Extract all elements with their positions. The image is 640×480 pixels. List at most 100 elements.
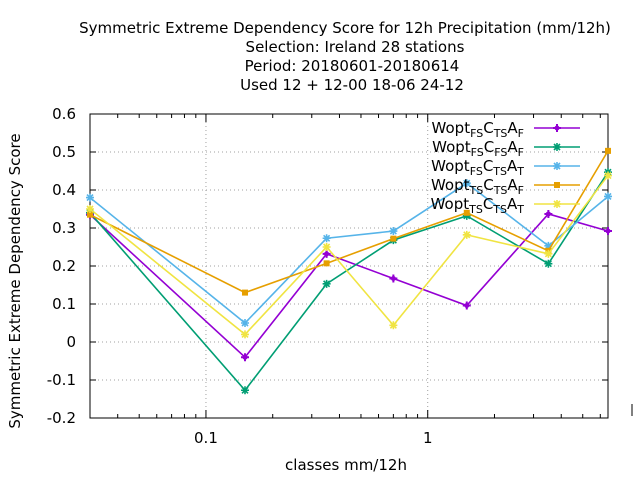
data-point [322, 279, 331, 288]
point-dot [555, 202, 559, 206]
legend-label-subscript: FS [494, 146, 507, 159]
data-point [323, 260, 330, 267]
point-dot [554, 125, 560, 131]
point-dot [606, 194, 610, 199]
y-tick-label: 0.5 [52, 143, 76, 161]
legend-label-text: Wopt [431, 176, 470, 194]
legend-label: WoptTSCTSAT [431, 195, 525, 216]
x-tick-label: 1 [423, 429, 433, 447]
series-1 [86, 209, 612, 362]
data-point [322, 243, 331, 251]
point-square [242, 289, 249, 296]
axes: 0.6 0.5 0.4 0.3 0.2 0.1 0 -0.1 -0.2 0.1 1 [47, 105, 633, 447]
point-dot [242, 354, 248, 360]
grid [90, 114, 608, 418]
legend-label-text: C [484, 138, 494, 156]
y-tick-label: 0.4 [52, 181, 76, 199]
legend-item-1: WoptFSCTSAF [432, 119, 580, 140]
point-square [87, 211, 93, 218]
data-point [553, 124, 561, 132]
legend-label-subscript: TS [492, 165, 507, 178]
data-point [462, 301, 471, 310]
point-dot [243, 388, 248, 393]
point-dot [546, 243, 551, 248]
data-point [389, 321, 398, 330]
data-point [604, 171, 612, 180]
y-tick-label: 0.3 [52, 219, 76, 237]
data-point [86, 193, 94, 202]
legend-label-text: Wopt [431, 157, 470, 175]
y-tick-label: 0.6 [52, 105, 76, 123]
legend-label-subscript: F [518, 184, 524, 197]
data-point [544, 241, 553, 250]
legend-label-subscript: FS [470, 165, 483, 178]
data-point [86, 205, 94, 213]
point-dot [464, 232, 469, 237]
data-point [322, 234, 331, 243]
legend-label-subscript: TS [468, 203, 483, 216]
legend-label-text: C [483, 176, 493, 194]
y-tick-label: -0.1 [47, 371, 76, 389]
legend-label-text: Wopt [431, 195, 470, 213]
point-square [554, 182, 560, 188]
title-line-4: Used 12 + 12-00 18-06 24-12 [240, 76, 464, 94]
y-tick-label: 0 [66, 333, 76, 351]
legend-label-subscript: TS [493, 184, 508, 197]
legend-label-text: A [507, 119, 518, 137]
data-point [553, 200, 561, 208]
data-point [544, 249, 553, 258]
y-axis-label: Symmetric Extreme Dependency Score [6, 133, 24, 428]
legend-label-subscript: FS [470, 127, 483, 140]
point-dot [605, 228, 611, 234]
point-dot [243, 321, 248, 325]
legend-label-text: C [483, 195, 493, 213]
legend-item-3: WoptFSCTSAT [431, 157, 580, 178]
legend-label-subscript: TS [469, 184, 484, 197]
x-tick-label: 0.1 [194, 429, 218, 447]
legend-label-text: Wopt [432, 119, 471, 137]
point-dot [243, 332, 248, 337]
data-point [87, 211, 93, 218]
legend-item-5: WoptTSCTSAT [431, 195, 580, 216]
legend-label-text: A [507, 138, 518, 156]
data-point [390, 235, 397, 242]
legend-label-subscript: FS [471, 146, 484, 159]
legend-label-text: Wopt [432, 138, 471, 156]
point-dot [324, 281, 329, 286]
point-dot [546, 251, 551, 256]
data-point [463, 209, 470, 216]
chart-title: Symmetric Extreme Dependency Score for 1… [79, 19, 611, 94]
data-point [553, 162, 561, 170]
data-point [544, 259, 553, 268]
series-line [89, 171, 609, 392]
legend-label-subscript: TS [492, 203, 507, 216]
legend-label: WoptFSCTSAT [431, 157, 524, 178]
point-square [463, 209, 470, 216]
y-tick-label: 0.2 [52, 257, 76, 275]
legend-label: WoptFSCTSAF [432, 119, 524, 140]
legend-label-text: C [483, 119, 493, 137]
title-line-1: Symmetric Extreme Dependency Score for 1… [79, 19, 611, 37]
data-point [604, 227, 612, 236]
point-dot [555, 164, 559, 168]
title-line-2: Selection: Ireland 28 stations [246, 38, 465, 56]
legend-label-text: C [483, 157, 493, 175]
legend: WoptFSCTSAFWoptFSCFSAFWoptFSCTSATWoptTSC… [431, 119, 580, 216]
data-point [241, 353, 250, 362]
data-point [389, 274, 398, 283]
series-group [86, 147, 612, 395]
data-point [544, 209, 553, 218]
x-axis-label: classes mm/12h [285, 456, 407, 474]
legend-label-subscript: F [518, 146, 524, 159]
data-point [322, 249, 331, 258]
point-dot [391, 229, 396, 234]
y-tick-label: -0.2 [47, 409, 76, 427]
data-point [241, 386, 250, 395]
point-dot [88, 195, 92, 200]
data-point [554, 182, 560, 188]
data-point [605, 147, 611, 154]
legend-label-text: A [507, 176, 518, 194]
point-dot [391, 323, 396, 328]
point-square [323, 260, 330, 267]
legend-label-text: A [507, 157, 518, 175]
